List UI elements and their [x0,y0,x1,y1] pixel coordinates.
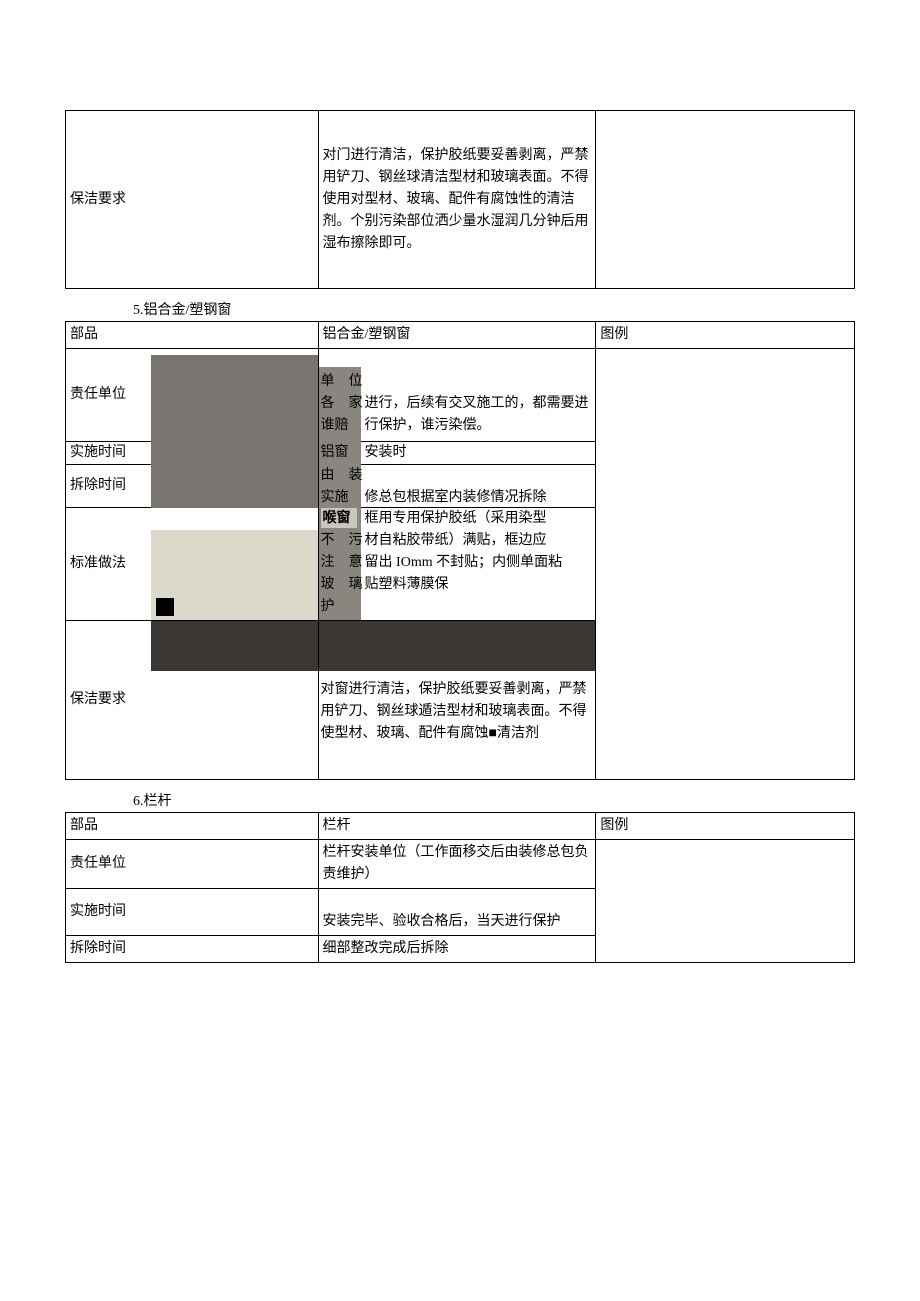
cell-label-bj5: 保洁要求 [66,621,319,780]
body-text: 修总包根据室内装修情况拆除 [365,487,594,509]
body-text: 材自粘胶带纸）满贴，框边应 留出 IOmm 不封贴；内侧单面粘 贴塑料薄膜保 [365,530,563,596]
header-c1: 部品 [66,813,319,840]
header-c2: 铝合金/塑钢窗 [318,322,596,349]
table-prev: 保洁要求 对门进行清洁，保护胶纸要妥善剥离，严禁用铲刀、钢丝球清洁型材和玻璃表面… [65,110,855,289]
band-text: 由 装 实施 [321,465,363,509]
cell-content-bj5: 对窗进行清洁，保护胶纸要妥善剥离，严禁用铲刀、钢丝球遁洁型材和玻璃表面。不得使型… [318,621,596,780]
body-text: 进行，后续有交叉施工的，都需要进行保护，谁污染偿。 [365,393,594,437]
band-text: 单 位 各 家 谁赔 [321,371,363,437]
section5-title: 5.铝合金/塑钢窗 [65,289,855,321]
table-section6: 部品 栏杆 图例 责任单位 栏杆安装单位（工作面移交后由装修总包负责维护） 实施… [65,812,855,963]
cell-content-ss: 铝窗 安装时 [318,442,596,465]
cell-content-cc6: 细部整改完成后拆除 [318,936,596,963]
cell-content-zr6: 栏杆安装单位（工作面移交后由装修总包负责维护） [318,840,596,889]
cell-label-ss: 实施时间 [66,442,319,465]
header-c3: 图例 [596,813,855,840]
band-text: 铝窗 [321,442,349,464]
section6-title: 6.栏杆 [65,780,855,812]
body-text: 对窗进行清洁，保护胶纸要妥善剥离，严禁用铲刀、钢丝球遁洁型材和玻璃表面。不得使型… [321,679,594,745]
cell-content-zr: 单 位 各 家 谁赔 进行，后续有交叉施工的，都需要进行保护，谁污染偿。 [318,349,596,442]
table-section5: 部品 铝合金/塑钢窗 图例 责任单位 单 位 各 家 谁赔 进行，后续有交叉施工… [65,321,855,780]
cell-content-cc: 由 装 实施 修总包根据室内装修情况拆除 [318,465,596,508]
header-c1: 部品 [66,322,319,349]
header-c2: 栏杆 [318,813,596,840]
table-row: 部品 铝合金/塑钢窗 图例 [66,322,855,349]
cell-label-zr6: 责任单位 [66,840,319,889]
cell-content-bj: 对门进行清洁，保护胶纸要妥善剥离，严禁用铲刀、钢丝球清洁型材和玻璃表面。不得使用… [318,111,596,289]
dark-image-block [319,621,596,671]
gray-image-block [151,464,318,508]
cell-content-ss6: 安装完毕、验收合格后，当天进行保护 [318,889,596,936]
black-square [156,598,174,616]
body-text: 框用专用保护胶纸（采用染型 [365,508,547,530]
cell-label-cc: 拆除时间 [66,465,319,508]
dark-image-block [151,621,318,671]
cell-img-legend6 [596,840,855,963]
table-row: 部品 栏杆 图例 [66,813,855,840]
table-row: 责任单位 单 位 各 家 谁赔 进行，后续有交叉施工的，都需要进行保护，谁污染偿… [66,349,855,442]
cell-label-zr: 责任单位 [66,349,319,442]
hl-text: 喉窗 [323,508,351,530]
cell-img-legend [596,349,855,780]
table-row: 责任单位 栏杆安装单位（工作面移交后由装修总包负责维护） [66,840,855,889]
band-text: 不 污 注 意 玻 璃 护 [321,530,363,618]
cell-content-bz: 喉窗 框用专用保护胶纸（采用染型 不 污 注 意 玻 璃 护 材自粘胶带纸）满贴… [318,508,596,621]
light-image-block [151,530,318,620]
cell-label-bz: 标准做法 [66,508,319,621]
cell-label-ss6: 实施时间 [66,889,319,936]
header-c3: 图例 [596,322,855,349]
table-row: 保洁要求 对门进行清洁，保护胶纸要妥善剥离，严禁用铲刀、钢丝球清洁型材和玻璃表面… [66,111,855,289]
cell-label-bj: 保洁要求 [66,111,319,289]
cell-label-cc6: 拆除时间 [66,936,319,963]
body-text: 安装时 [365,442,407,464]
gray-image-block [151,441,318,465]
cell-img-bj [596,111,855,289]
